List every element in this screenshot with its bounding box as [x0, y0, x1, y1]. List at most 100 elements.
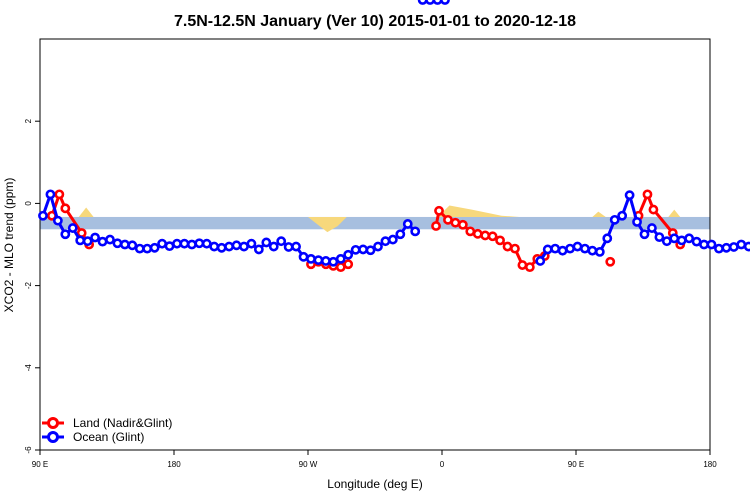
land-fill-2	[437, 205, 520, 217]
ocean-point	[743, 241, 750, 252]
y-tick-label-4: 2	[24, 118, 33, 123]
ocean-point	[320, 256, 331, 266]
legend-label-ocean: Ocean (Glint)	[73, 430, 144, 444]
ocean-point	[127, 240, 138, 251]
y-tick-label-0: -6	[24, 446, 33, 454]
ocean-point	[557, 245, 568, 256]
ocean-point	[186, 239, 197, 250]
ocean-point	[706, 239, 717, 250]
ocean-point	[67, 223, 78, 233]
ocean-point	[52, 215, 63, 226]
ocean-point	[313, 255, 324, 266]
land-fill-4	[668, 209, 681, 217]
x-tick-label-5: 180	[703, 460, 717, 469]
ocean-point	[565, 243, 575, 254]
land-point	[642, 189, 653, 200]
x-tick-label-4: 90 E	[568, 460, 584, 469]
land-point	[502, 241, 513, 252]
x-tick-label-1: 180	[167, 460, 181, 469]
land-point	[60, 203, 71, 214]
x-tick-label-2: 90 W	[299, 460, 318, 469]
land-point	[434, 205, 444, 216]
land-point	[335, 262, 346, 273]
land-point	[472, 228, 483, 239]
land-point	[343, 259, 354, 270]
reference-band-layer	[40, 216, 710, 230]
ocean-point	[587, 245, 598, 256]
ocean-point	[142, 243, 153, 254]
land-point	[76, 228, 87, 238]
ocean-point	[149, 242, 160, 253]
series-layer	[38, 0, 750, 273]
ocean-point	[60, 229, 71, 240]
y-tick-label-1: -4	[24, 364, 33, 372]
ocean-point	[699, 239, 709, 250]
ocean-point	[157, 238, 167, 249]
x-tick-label-0: 90 E	[32, 460, 48, 469]
land-point	[605, 256, 616, 267]
land-point	[510, 243, 520, 254]
ocean-point	[365, 245, 376, 256]
land-point	[465, 226, 476, 237]
ocean-point	[691, 236, 702, 247]
ocean-point	[609, 214, 620, 225]
ocean-point	[75, 235, 86, 246]
ocean-point	[714, 243, 724, 254]
land-point	[457, 219, 468, 230]
ocean-point	[306, 253, 316, 264]
series-land	[47, 189, 686, 273]
ocean-point	[721, 242, 732, 253]
ocean-point	[617, 210, 628, 221]
x-axis: 90 E 180 90 W 0 90 E 180	[32, 450, 717, 469]
ocean-point	[201, 238, 212, 249]
land-fill-layer	[78, 205, 681, 233]
ocean-point	[45, 189, 56, 200]
reference-band	[40, 216, 710, 230]
ocean-point	[402, 219, 413, 229]
land-point	[480, 230, 491, 241]
ocean-point	[373, 241, 383, 252]
ocean-point	[164, 241, 175, 252]
land-fill-0	[78, 207, 94, 217]
ocean-point	[261, 237, 272, 248]
ocean-point	[684, 233, 695, 244]
ocean-point	[542, 244, 553, 255]
ocean-point	[298, 251, 309, 262]
ocean-point	[105, 234, 115, 245]
ocean-point	[82, 236, 93, 247]
legend-marker-land	[47, 417, 59, 429]
legend-marker-ocean	[47, 431, 59, 443]
land-point	[517, 260, 528, 270]
ocean-point	[209, 241, 220, 252]
legend-label-land: Land (Nadir&Glint)	[73, 416, 172, 430]
land-point	[54, 189, 65, 200]
ocean-point	[647, 223, 657, 233]
ocean-point	[432, 0, 443, 5]
ocean-point	[119, 239, 130, 250]
x-tick-label-3: 0	[440, 460, 445, 469]
ocean-point	[661, 236, 672, 247]
land-point	[524, 262, 535, 273]
ocean-point	[594, 246, 605, 257]
land-point	[495, 235, 505, 246]
land-point	[443, 214, 453, 225]
ocean-point	[639, 229, 650, 240]
ocean-point	[343, 249, 354, 260]
ocean-point	[632, 216, 642, 227]
ocean-point	[676, 235, 687, 246]
ocean-point	[535, 256, 546, 266]
ocean-point	[736, 239, 747, 250]
ocean-point	[669, 233, 680, 244]
ocean-point	[239, 241, 249, 252]
land-point	[487, 231, 498, 242]
ocean-point	[358, 244, 368, 255]
y-axis-label: XCO2 - MLO trend (ppm)	[2, 178, 16, 313]
ocean-point	[246, 238, 257, 249]
ocean-point	[134, 243, 145, 254]
ocean-point	[112, 238, 123, 249]
ocean-point	[172, 238, 182, 249]
chart-title: 7.5N-12.5N January (Ver 10) 2015-01-01 t…	[174, 13, 576, 30]
ocean-point	[268, 241, 279, 252]
x-axis-label: Longitude (deg E)	[327, 477, 422, 491]
